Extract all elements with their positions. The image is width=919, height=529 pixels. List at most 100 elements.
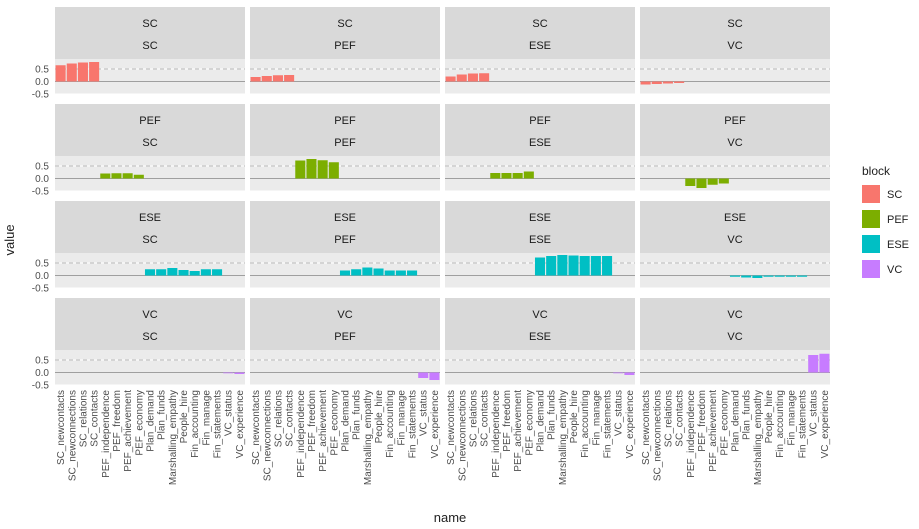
legend-label: VC xyxy=(887,264,902,276)
x-tick-label: Fin_manage xyxy=(201,390,212,446)
facet-panel: VC ESE xyxy=(445,298,635,386)
panel-background xyxy=(250,350,440,385)
y-tick-label: 0.0 xyxy=(35,174,49,185)
panel-background xyxy=(445,350,635,385)
facet-strip-col-label: ESE xyxy=(529,331,551,343)
bar xyxy=(729,275,741,277)
facet-strip-col-label: SC xyxy=(142,40,157,52)
facet-panel: ESE SC 0.50.0 -0.5 xyxy=(32,201,245,295)
facet-strip-col-label: ESE xyxy=(529,234,551,246)
x-tick-label: Marshalling_empathy xyxy=(558,390,569,485)
facet-strip xyxy=(445,104,635,156)
panel-background xyxy=(445,156,635,191)
bar xyxy=(122,173,133,179)
bar xyxy=(501,173,512,179)
x-tick-label: PEF_independence xyxy=(296,390,307,478)
facet-strip xyxy=(640,201,830,253)
y-tick-label: 0.0 xyxy=(35,77,49,88)
facet-panel: PEF SC 0.50.0 -0.5 xyxy=(32,104,245,198)
x-tick-label: PEF_economy xyxy=(719,390,730,456)
facet-strip-col-label: VC xyxy=(727,331,742,343)
x-tick-label: PEF_economy xyxy=(134,390,145,456)
facet-panel: SC ESE xyxy=(445,7,635,95)
bar xyxy=(624,372,635,375)
legend-key xyxy=(862,260,880,278)
x-tick-label: People_hire xyxy=(374,390,385,444)
x-tick-label: Fin_statements xyxy=(603,390,614,458)
bar xyxy=(295,160,306,179)
facet-strip xyxy=(250,7,440,59)
x-tick-label: Marshalling_empathy xyxy=(363,390,374,485)
x-tick-label: SC_contacts xyxy=(285,390,296,447)
x-tick-label: Fin_accounting xyxy=(775,390,786,458)
facet-strip-col-label: VC xyxy=(727,234,742,246)
facet-strip-col-label: PEF xyxy=(334,234,356,246)
x-tick-label: PEF_freedom xyxy=(307,390,318,452)
bar xyxy=(250,77,261,82)
x-tick-label: Fin_statements xyxy=(408,390,419,458)
x-tick-label: Marshalling_empathy xyxy=(753,390,764,485)
x-tick-label: Fin_accounting xyxy=(580,390,591,458)
bar xyxy=(808,355,819,373)
y-tick-label: -0.5 xyxy=(32,187,50,198)
bar xyxy=(819,353,830,373)
facet-panel: SC SC 0.50.0 -0.5 xyxy=(32,7,245,101)
x-tick-label: PEF_economy xyxy=(329,390,340,456)
bar xyxy=(144,269,156,276)
facet-strip-row-label: VC xyxy=(727,309,742,321)
legend-key xyxy=(862,235,880,253)
bar xyxy=(306,159,317,179)
bar xyxy=(351,269,362,276)
x-tick-label: SC_relations xyxy=(468,390,479,447)
bar xyxy=(707,178,718,185)
panel-background xyxy=(640,59,830,94)
x-tick-label: VC_status xyxy=(809,390,820,436)
panel-background xyxy=(250,156,440,191)
x-tick-label: SC_newcontacts xyxy=(641,390,652,465)
legend-label: ESE xyxy=(887,239,909,251)
x-tick-label: SC_newcontacts xyxy=(56,390,67,465)
x-tick-label: Plan_funds xyxy=(157,390,168,440)
x-tick-label: Marshalling_empathy xyxy=(168,390,179,485)
x-tick-label: Plan_funds xyxy=(742,390,753,440)
facet-strip-col-label: VC xyxy=(727,40,742,52)
facet-strip-row-label: PEF xyxy=(139,115,161,127)
y-tick-label: 0.0 xyxy=(35,368,49,379)
facet-strip-row-label: ESE xyxy=(139,212,161,224)
facet-strip xyxy=(640,104,830,156)
bar xyxy=(89,62,100,82)
bar xyxy=(685,178,696,186)
x-tick-label: PEF_economy xyxy=(524,390,535,456)
y-tick-label: -0.5 xyxy=(32,284,50,295)
x-tick-label: PEF_independence xyxy=(101,390,112,478)
facet-strip xyxy=(640,298,830,350)
bar xyxy=(523,171,534,179)
bar xyxy=(167,268,178,276)
bar xyxy=(223,372,234,374)
x-tick-label: Plan_demand xyxy=(536,390,547,452)
x-tick-label: People_hire xyxy=(569,390,580,444)
bar xyxy=(662,81,673,84)
bar xyxy=(156,269,167,276)
facet-panel: PEF VC xyxy=(640,104,830,192)
x-axis-title: name xyxy=(434,510,467,525)
facet-panel: VC VC xyxy=(640,298,830,386)
bar xyxy=(317,160,328,179)
bar xyxy=(490,173,501,179)
facet-strip-row-label: ESE xyxy=(529,212,551,224)
y-tick-label: 0.5 xyxy=(35,65,49,76)
x-tick-label: SC_newconnections xyxy=(262,390,273,481)
facet-strip-col-label: PEF xyxy=(334,137,356,149)
x-tick-label: SC_relations xyxy=(663,390,674,447)
facet-strip-row-label: PEF xyxy=(334,115,356,127)
facet-strip xyxy=(55,201,245,253)
x-tick-label: Fin_manage xyxy=(786,390,797,446)
bar xyxy=(445,76,456,82)
x-tick-label: Plan_demand xyxy=(146,390,157,452)
facet-strip-row-label: VC xyxy=(532,309,547,321)
bar xyxy=(362,267,373,276)
bar xyxy=(178,270,189,276)
facet-panel: SC VC xyxy=(640,7,830,95)
bar xyxy=(261,76,272,82)
